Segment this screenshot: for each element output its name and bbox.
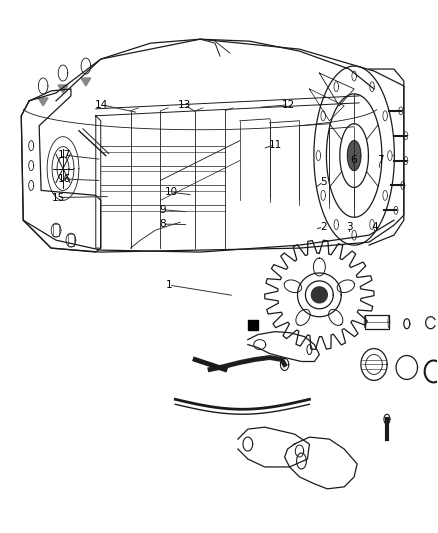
Text: 3: 3: [346, 222, 353, 232]
Text: 17: 17: [58, 150, 71, 160]
Text: 10: 10: [165, 187, 178, 197]
Polygon shape: [81, 78, 91, 86]
Text: 5: 5: [320, 176, 327, 187]
Bar: [365, 315, 389, 329]
Polygon shape: [38, 98, 48, 106]
Text: 13: 13: [177, 100, 191, 110]
Text: 11: 11: [269, 140, 282, 150]
Polygon shape: [311, 287, 327, 303]
Text: 2: 2: [320, 222, 327, 232]
Text: 7: 7: [377, 156, 383, 165]
Polygon shape: [248, 320, 258, 330]
Text: 16: 16: [58, 174, 71, 184]
Polygon shape: [347, 141, 361, 171]
Text: 14: 14: [95, 100, 108, 110]
Text: 1: 1: [166, 280, 172, 290]
Text: 9: 9: [159, 205, 166, 215]
Polygon shape: [58, 85, 68, 93]
Text: 12: 12: [282, 100, 295, 110]
Text: 6: 6: [350, 156, 357, 165]
Text: 4: 4: [371, 222, 378, 232]
Text: 15: 15: [51, 192, 64, 203]
Text: 8: 8: [159, 219, 166, 229]
